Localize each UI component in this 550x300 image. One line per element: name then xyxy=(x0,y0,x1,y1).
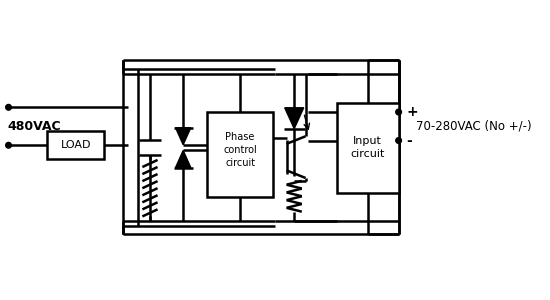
Polygon shape xyxy=(175,151,191,168)
Bar xyxy=(207,112,273,197)
Bar xyxy=(47,131,104,160)
Bar xyxy=(337,103,399,193)
Circle shape xyxy=(396,109,402,115)
Circle shape xyxy=(6,142,12,148)
Text: Phase
control
circuit: Phase control circuit xyxy=(223,132,257,168)
Circle shape xyxy=(396,138,402,143)
Text: LOAD: LOAD xyxy=(60,140,91,150)
Text: Input
circuit: Input circuit xyxy=(350,136,385,159)
Text: +: + xyxy=(406,105,418,119)
Polygon shape xyxy=(175,128,191,145)
Text: 70-280VAC (No +/-): 70-280VAC (No +/-) xyxy=(416,120,531,133)
Text: -: - xyxy=(406,134,412,148)
Polygon shape xyxy=(285,108,304,129)
Circle shape xyxy=(6,104,12,110)
Text: 480VAC: 480VAC xyxy=(8,120,61,133)
